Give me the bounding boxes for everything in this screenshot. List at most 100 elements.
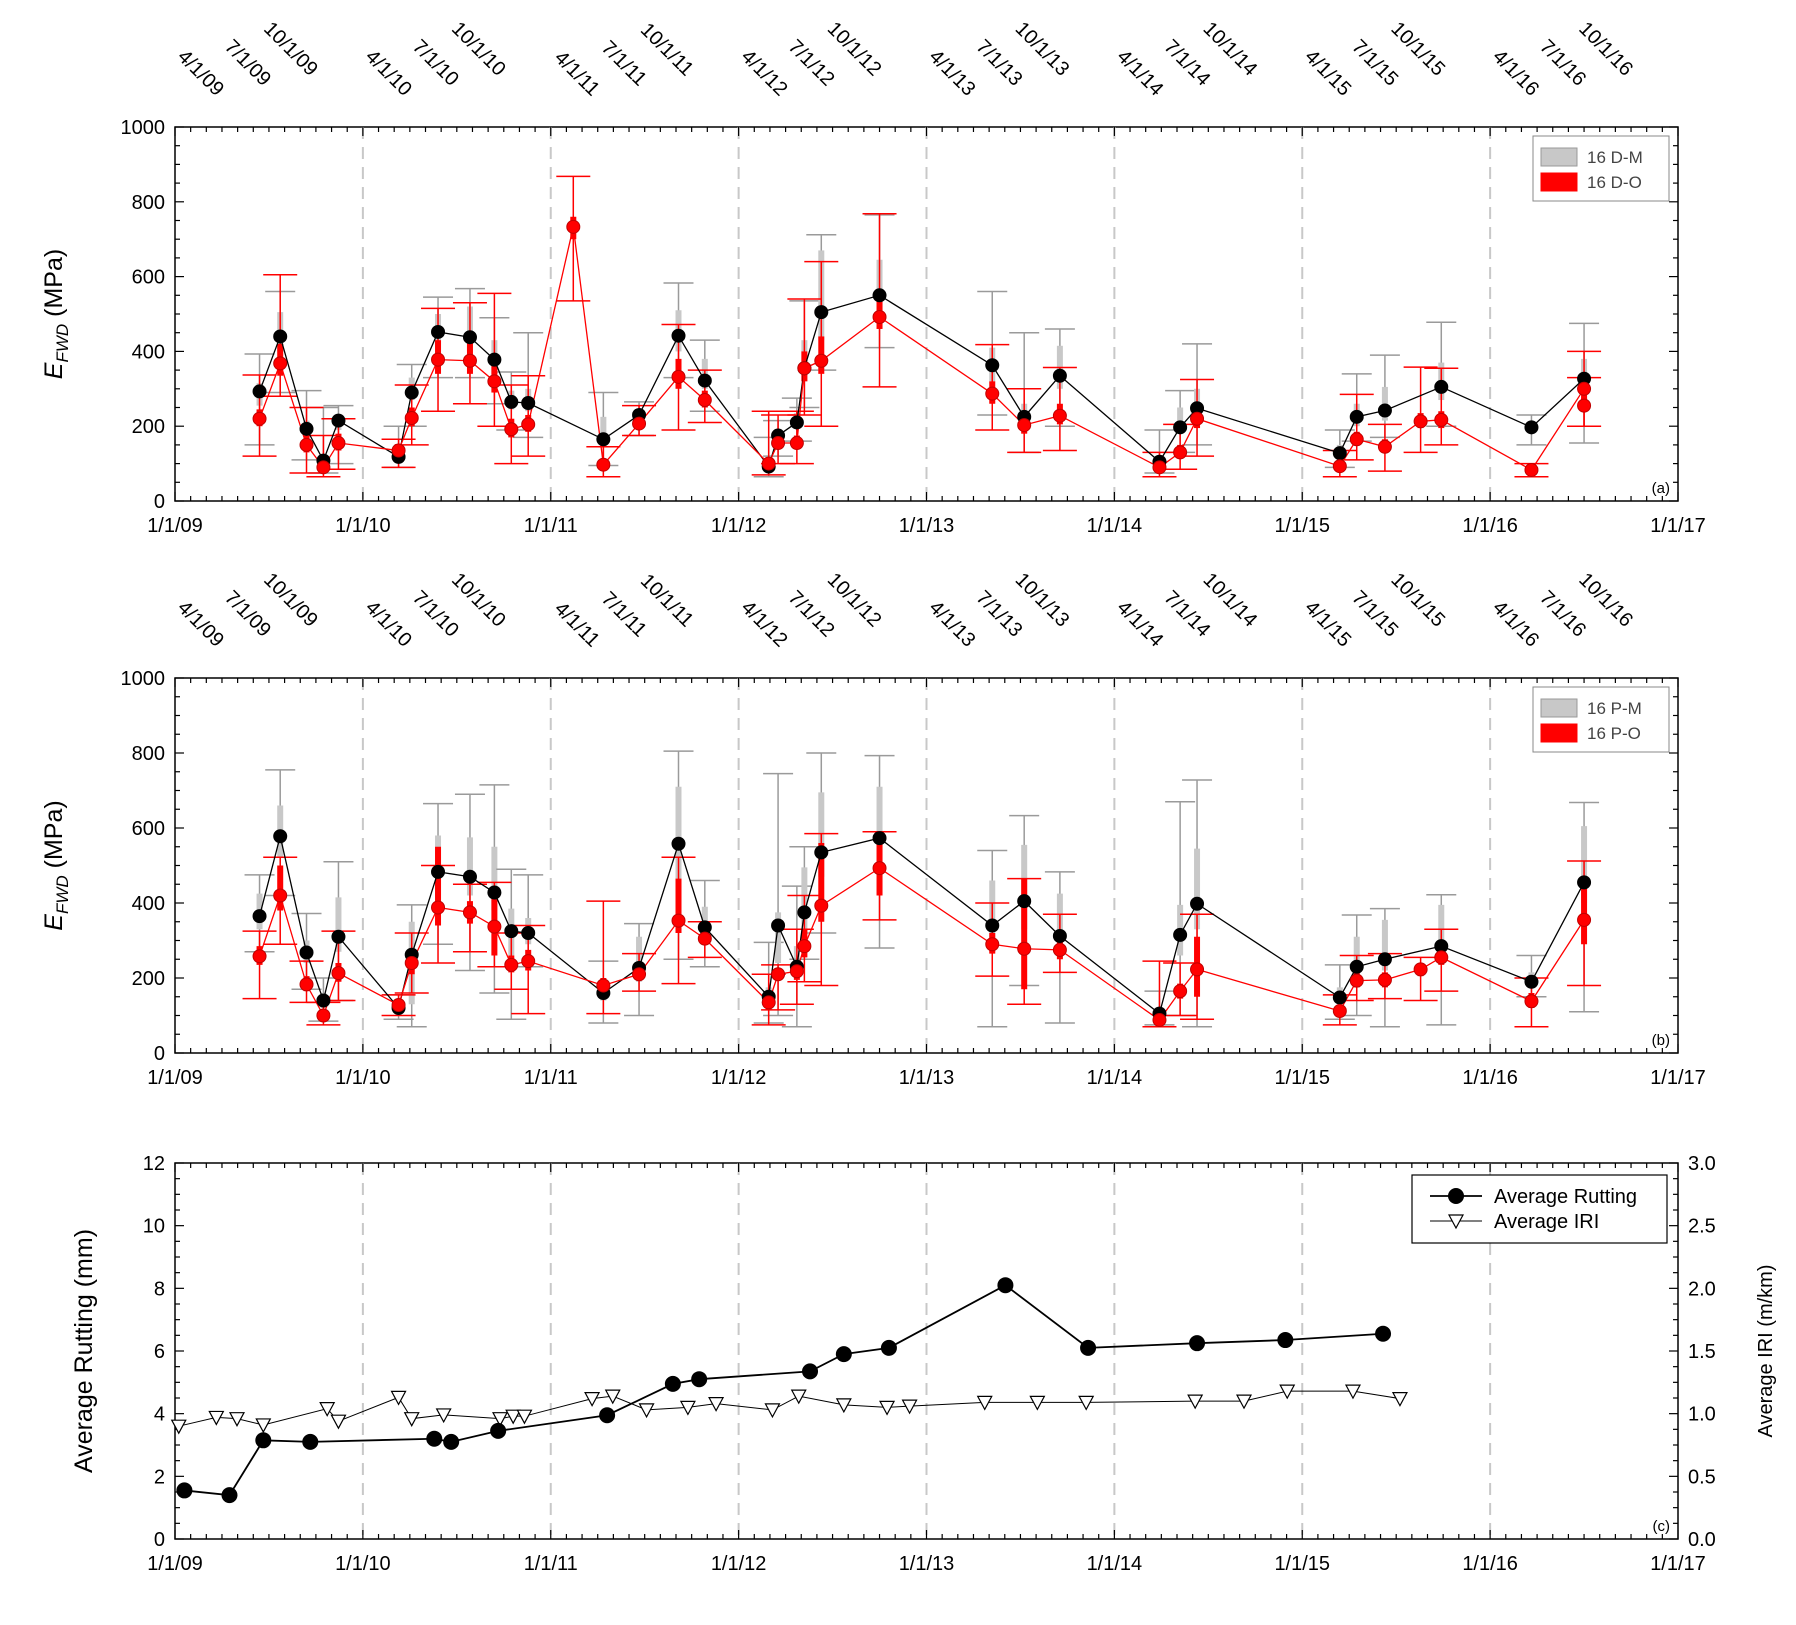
data-point	[1377, 972, 1392, 987]
data-point	[789, 436, 804, 451]
iqr-box	[1381, 919, 1388, 971]
y2-tick-label: 2.0	[1688, 1278, 1716, 1300]
data-point	[797, 361, 812, 376]
data-point	[985, 386, 1000, 401]
data-point	[671, 913, 686, 928]
data-point	[1017, 941, 1032, 956]
data-point	[761, 456, 776, 471]
rutting-point	[1277, 1332, 1294, 1349]
x-tick-label: 1/1/12	[711, 515, 767, 537]
data-point	[872, 861, 887, 876]
rutting-point	[691, 1371, 708, 1388]
x-tick-label: 1/1/16	[1462, 1067, 1518, 1089]
iri-point	[604, 1389, 621, 1405]
iri-point	[764, 1403, 781, 1419]
data-point	[771, 436, 786, 451]
x-tick-label: 1/1/10	[335, 1553, 391, 1575]
data-point	[697, 373, 712, 388]
y-tick-label: 4	[154, 1404, 165, 1426]
data-point	[252, 411, 267, 426]
x-tick-label: 1/1/15	[1274, 515, 1330, 537]
season-date-label: 4/1/11	[550, 598, 604, 652]
data-point	[1524, 420, 1539, 435]
rutting-point	[880, 1339, 897, 1356]
season-date-label: 7/1/09	[220, 587, 275, 642]
data-point	[1413, 962, 1428, 977]
iri-point	[1236, 1394, 1253, 1410]
y-tick-label: 200	[132, 968, 165, 990]
iri-point	[319, 1402, 336, 1417]
data-point	[1173, 420, 1188, 435]
data-point	[1349, 973, 1364, 988]
data-point	[391, 443, 406, 458]
data-point	[299, 977, 314, 992]
data-point	[1332, 990, 1347, 1005]
data-point	[1173, 445, 1188, 460]
data-point	[632, 967, 647, 982]
iri-point	[835, 1398, 852, 1414]
data-point	[252, 384, 267, 399]
season-date-label: 4/1/16	[1488, 597, 1543, 652]
y-tick-label: 0	[154, 1529, 165, 1551]
data-point	[1349, 432, 1364, 447]
iri-point	[1078, 1395, 1095, 1411]
rutting-point	[1080, 1339, 1097, 1356]
data-point	[331, 413, 346, 428]
y2-tick-label: 3.0	[1688, 1153, 1716, 1175]
panel-label: (a)	[1652, 480, 1670, 497]
data-point	[814, 845, 829, 860]
y-tick-label: 1000	[121, 117, 166, 139]
data-point	[814, 305, 829, 320]
data-point	[697, 393, 712, 408]
data-point	[462, 330, 477, 345]
y-tick-label: 10	[143, 1216, 165, 1238]
data-point	[404, 956, 419, 970]
panel-label: (b)	[1652, 1032, 1670, 1049]
panel-a: 1/1/09 1/1/10 1/1/11 1/1/12 1/1/13 1/1/14 1/1/…	[40, 18, 1706, 537]
y2-tick-label: 0.5	[1688, 1466, 1716, 1488]
panel-b: 1/1/09 1/1/10 1/1/11 1/1/12 1/1/13 1/1/14 1/1/…	[40, 569, 1706, 1089]
season-date-label: 7/1/14	[1159, 587, 1214, 642]
iqr-box	[277, 865, 284, 911]
data-point	[1577, 875, 1592, 890]
iqr-box	[675, 878, 682, 933]
data-point	[391, 998, 406, 1012]
iri-point	[1391, 1392, 1408, 1407]
data-point	[1524, 462, 1539, 477]
data-point	[331, 436, 346, 451]
season-date-label: 7/1/11	[597, 37, 651, 91]
data-point	[273, 356, 288, 371]
x-tick-label: 1/1/16	[1462, 515, 1518, 537]
data-point	[985, 918, 1000, 933]
series-line	[258, 836, 1585, 1015]
y-tick-label: 6	[154, 1341, 165, 1363]
data-point	[1052, 942, 1067, 957]
data-point	[789, 415, 804, 430]
y2-tick-label: 1.0	[1688, 1404, 1716, 1426]
legend-box	[1411, 1174, 1668, 1244]
data-point	[331, 966, 346, 981]
y-tick-label: 0	[154, 1043, 165, 1065]
x-tick-label: 1/1/17	[1650, 1067, 1706, 1089]
iri-point	[228, 1412, 246, 1427]
season-date-label: 4/1/12	[737, 597, 792, 652]
y-axis-title-unit: (MPa)	[40, 249, 68, 324]
iqr-box	[335, 897, 342, 952]
series-line	[258, 294, 1585, 469]
season-date-label: 4/1/15	[1300, 597, 1355, 652]
rutting-point	[302, 1433, 319, 1450]
rutting-point	[1189, 1335, 1206, 1352]
x-tick-label: 1/1/11	[524, 1553, 578, 1575]
iqr-box	[491, 846, 498, 911]
legend-swatch	[1540, 723, 1578, 743]
data-point	[1017, 418, 1032, 433]
season-date-label: 7/1/12	[784, 36, 839, 91]
iri-point	[1029, 1395, 1046, 1411]
season-date-label: 4/1/12	[737, 46, 792, 101]
x-tick-label: 1/1/10	[335, 1067, 391, 1089]
iri-point	[390, 1390, 407, 1406]
data-point	[1332, 446, 1347, 461]
x-tick-label: 1/1/11	[524, 1067, 578, 1089]
x-tick-label: 1/1/12	[711, 1553, 767, 1575]
